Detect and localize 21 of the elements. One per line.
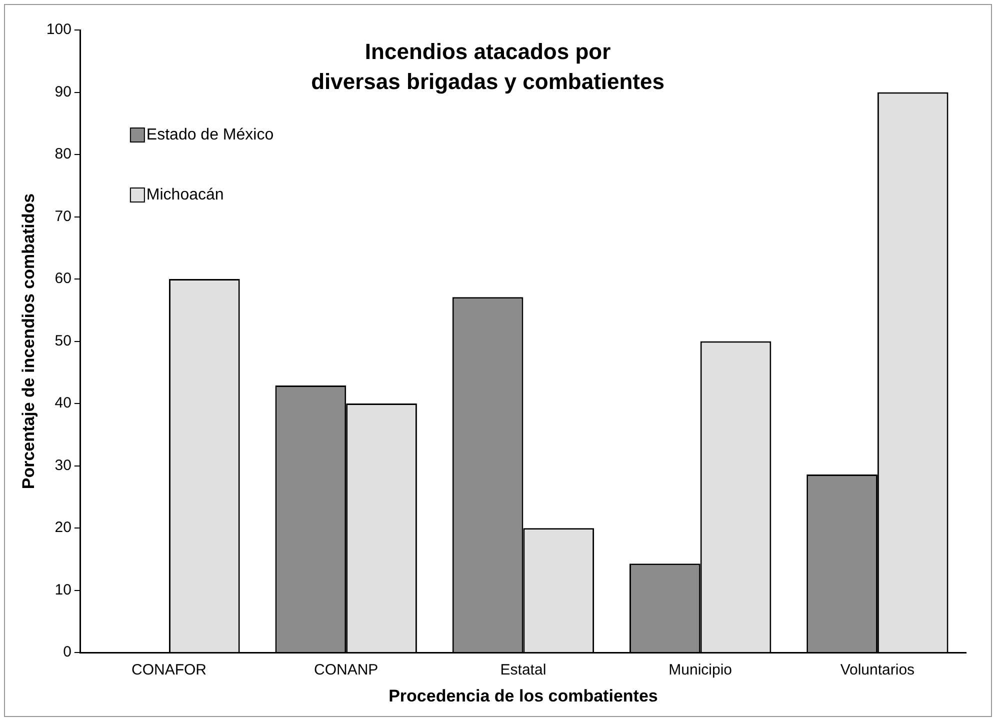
- y-tick-label: 40: [54, 394, 72, 412]
- y-tick-label: 0: [63, 644, 72, 661]
- y-axis-title: Porcentaje de incendios combatidos: [18, 193, 38, 490]
- legend-label: Michoacán: [146, 186, 224, 204]
- x-axis-title: Procedencia de los combatientes: [388, 686, 658, 706]
- legend-label: Estado de México: [146, 126, 274, 144]
- y-tick-label: 80: [54, 146, 72, 163]
- y-tick-label: 100: [46, 21, 72, 38]
- y-tick-label: 50: [54, 332, 72, 350]
- x-tick-label: Estatal: [500, 662, 546, 679]
- y-tick-label: 10: [54, 581, 72, 598]
- x-tick-label: Municipio: [668, 662, 732, 679]
- x-tick-label: CONANP: [314, 662, 378, 679]
- x-tick-label: CONAFOR: [131, 662, 207, 679]
- y-tick-label: 70: [54, 208, 72, 225]
- y-tick-label: 90: [54, 83, 72, 100]
- y-tick-label: 30: [54, 456, 72, 474]
- y-tick-label: 60: [54, 270, 72, 288]
- x-tick-label: Voluntarios: [840, 662, 915, 679]
- y-tick-label: 20: [54, 519, 72, 536]
- text: Incendios atacados por diversas brigadas y combatientes: [311, 39, 664, 94]
